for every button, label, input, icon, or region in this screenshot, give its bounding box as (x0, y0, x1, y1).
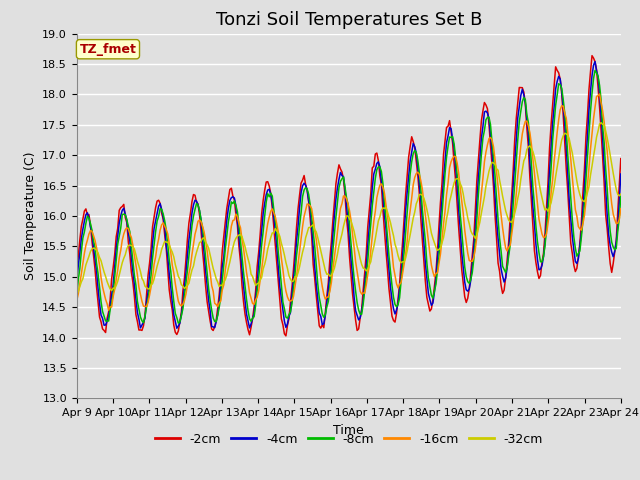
X-axis label: Time: Time (333, 424, 364, 437)
Text: TZ_fmet: TZ_fmet (79, 43, 136, 56)
Legend: -2cm, -4cm, -8cm, -16cm, -32cm: -2cm, -4cm, -8cm, -16cm, -32cm (150, 428, 548, 451)
Y-axis label: Soil Temperature (C): Soil Temperature (C) (24, 152, 36, 280)
Title: Tonzi Soil Temperatures Set B: Tonzi Soil Temperatures Set B (216, 11, 482, 29)
